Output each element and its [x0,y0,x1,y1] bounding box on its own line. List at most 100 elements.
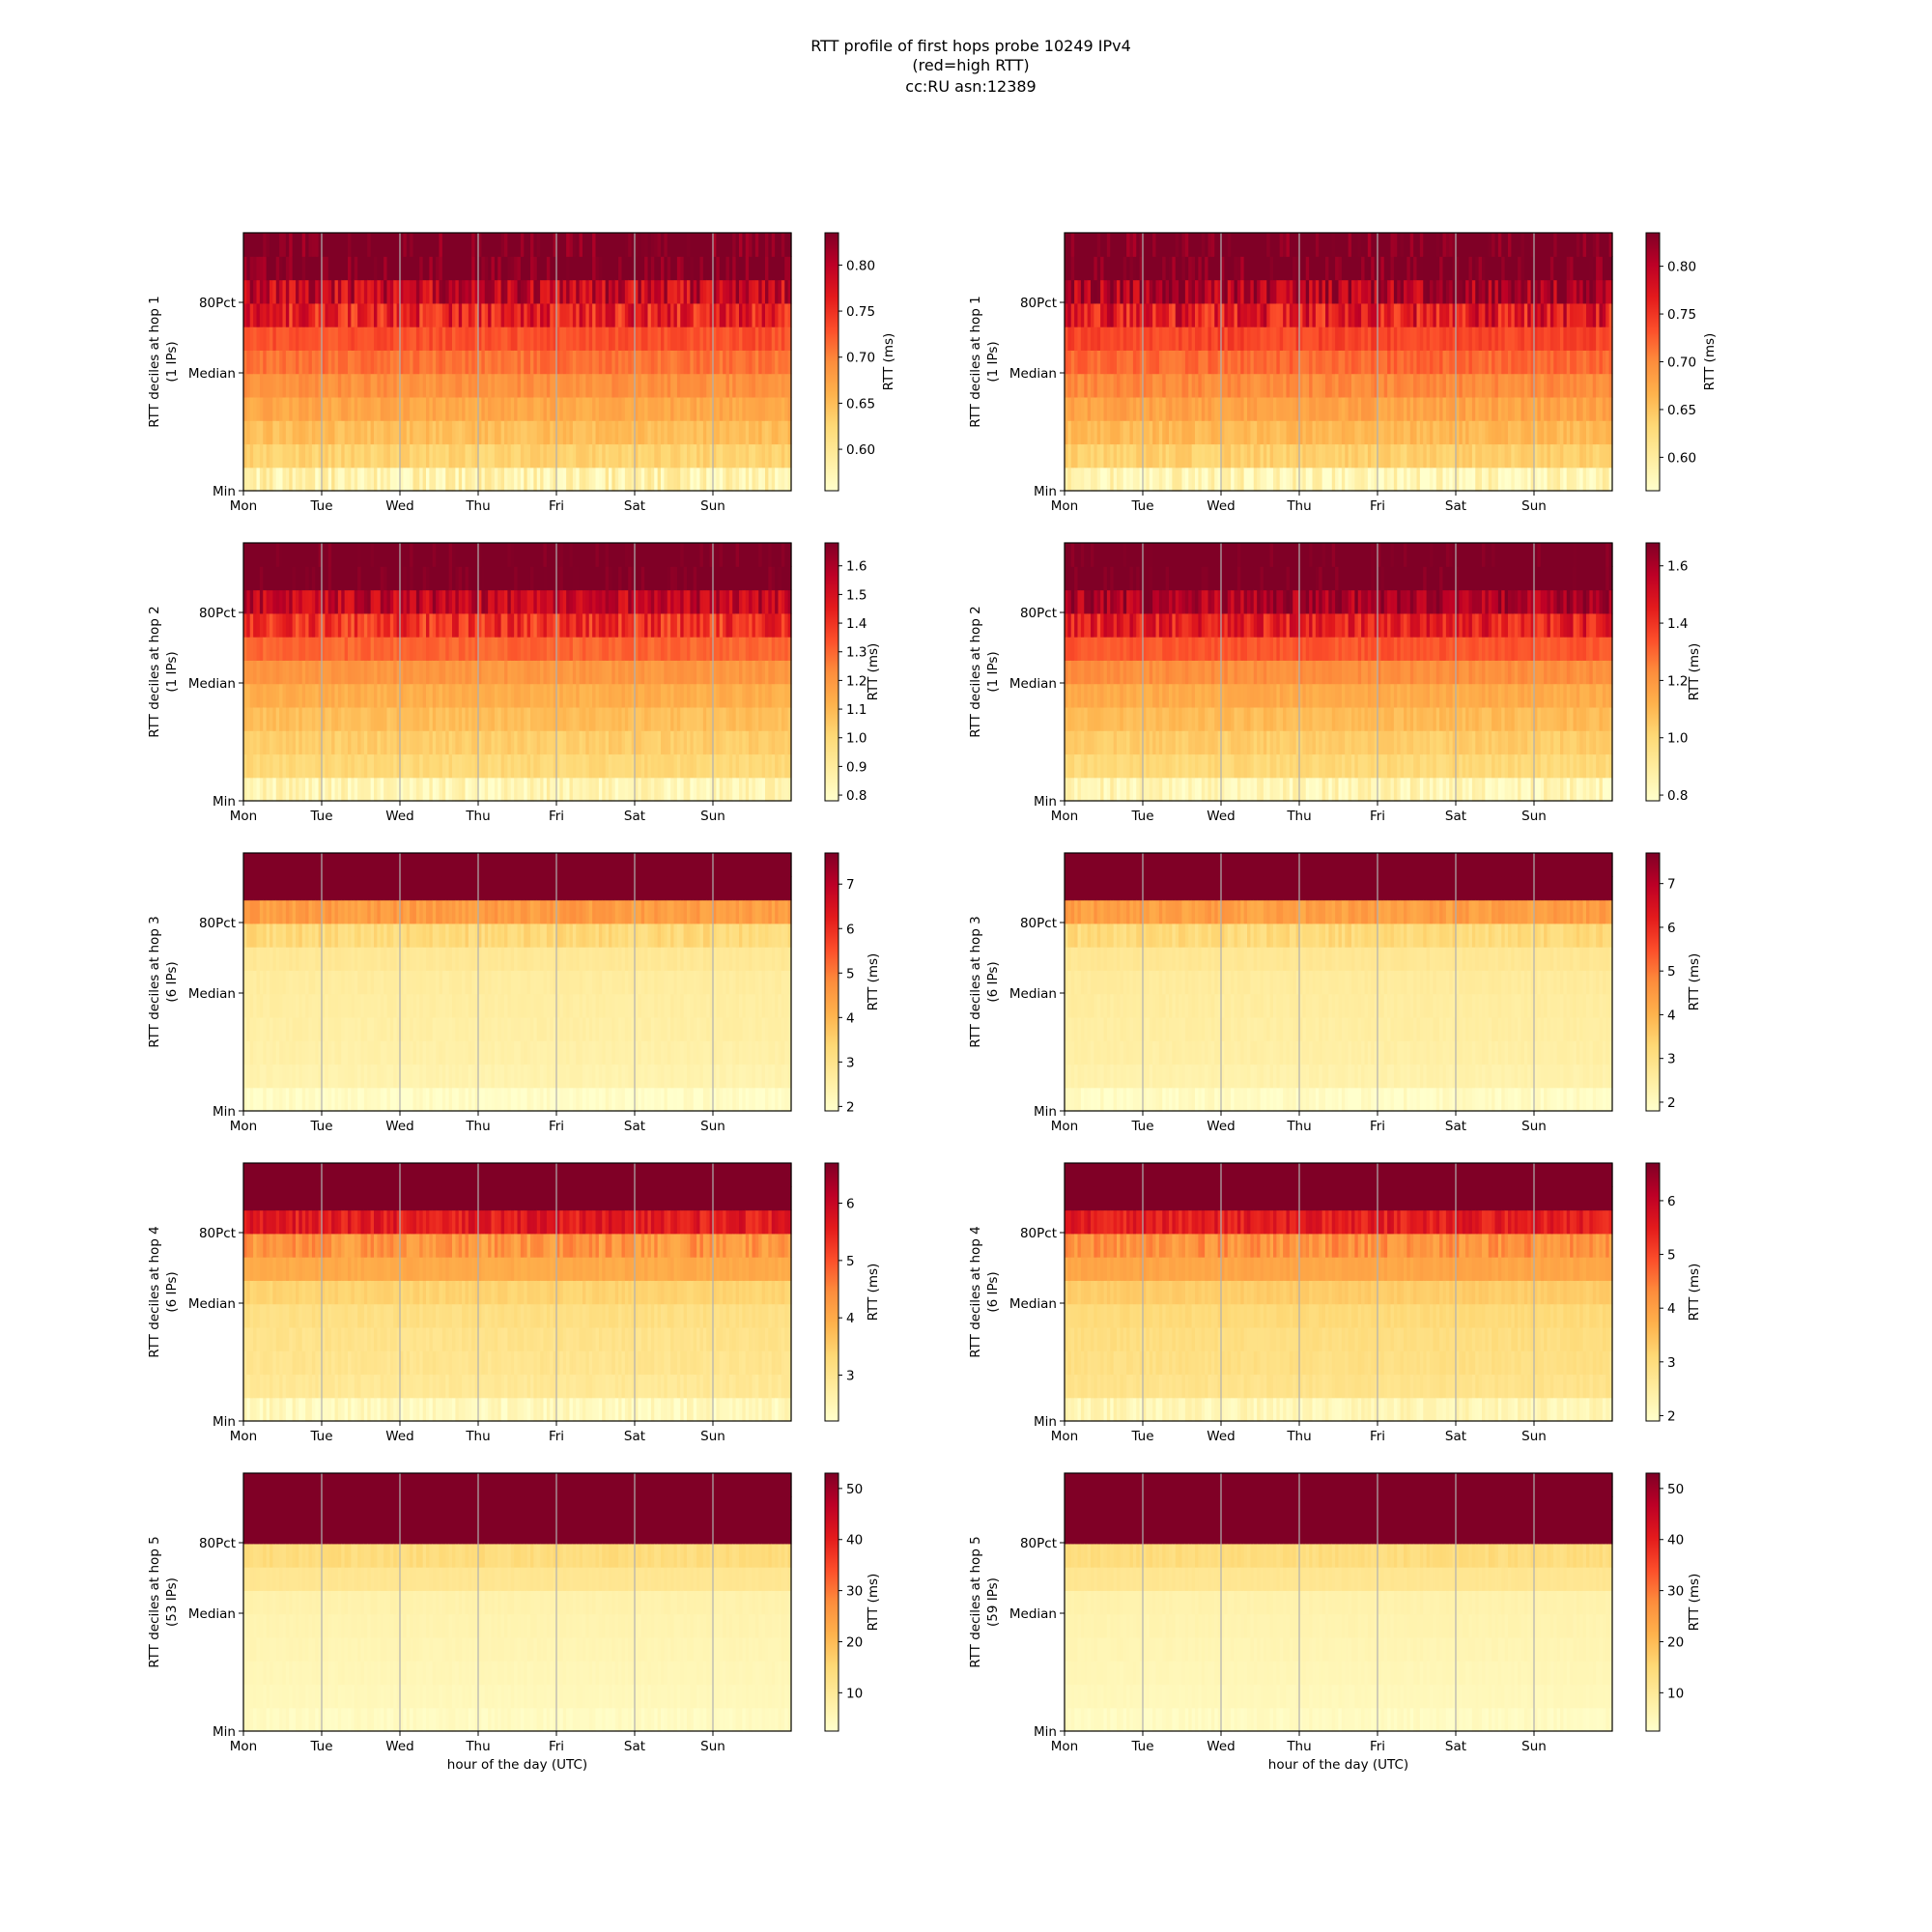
heatmap-cell [1276,256,1281,281]
heatmap-cell [1266,373,1271,398]
heatmap-cell [249,467,254,492]
heatmap-cell [540,327,545,351]
heatmap-cell [334,302,339,327]
heatmap-cell [723,350,727,375]
heatmap-cell [1080,396,1085,421]
heatmap-cell [282,279,287,304]
heatmap-cell [1106,327,1111,351]
heatmap-cell [673,302,678,327]
heatmap-cell [292,302,297,327]
heatmap-cell [754,350,759,375]
heatmap-cell [266,279,270,304]
heatmap-cell [758,256,763,281]
heatmap-cell [1077,256,1082,281]
heatmap-cell [1201,302,1206,327]
heatmap-cell [465,256,469,281]
heatmap-cell [592,443,597,469]
heatmap-cell [289,420,294,445]
heatmap-cell [396,233,401,257]
heatmap-cell [640,420,645,445]
heatmap-cell [588,373,593,398]
heatmap-cell [644,302,649,327]
heatmap-cell [1260,396,1264,421]
heatmap-cell [546,373,551,398]
heatmap-cell [1091,350,1094,375]
heatmap-cell [556,396,560,421]
heatmap-cell [540,279,545,304]
heatmap-cell [305,467,310,492]
heatmap-cell [458,279,463,304]
heatmap-cell [1070,350,1075,375]
heatmap-cell [266,233,270,257]
heatmap-cell [732,233,737,257]
heatmap-cell [699,350,704,375]
heatmap-cell [1077,350,1082,375]
heatmap-cell [351,467,355,492]
heatmap-cells [243,233,792,492]
heatmap-cell [249,420,254,445]
heatmap-cell [403,443,408,469]
heatmap-cell [357,373,362,398]
heatmap-cell [1129,396,1134,421]
heatmap-cell [517,467,522,492]
heatmap-cell [543,396,548,421]
heatmap-cell [266,302,270,327]
heatmap-cell [765,350,769,375]
heatmap-cell [1084,443,1089,469]
heatmap-cell [1240,443,1245,469]
heatmap-cell [1348,256,1352,281]
heatmap-cell [348,467,352,492]
heatmap-cell [654,443,659,469]
heatmap-cell [243,373,247,398]
heatmap-cell [624,467,629,492]
heatmap-cell [1208,420,1212,445]
heatmap-cell [540,350,545,375]
heatmap-cell [282,302,287,327]
heatmap-cell [1188,327,1193,351]
heatmap-cell [1240,327,1245,351]
heatmap-cell [752,279,756,304]
heatmap-cell [713,467,717,492]
heatmap-cell [1155,279,1160,304]
heatmap-cell [344,279,349,304]
heatmap-cell [1283,327,1288,351]
heatmap-cell [393,443,398,469]
heatmap-cell [713,302,717,327]
heatmap-cell [765,396,769,421]
heatmap-cell [331,302,336,327]
heatmap-cell [1096,420,1101,445]
heatmap-cell [1195,420,1199,445]
heatmap-cell [478,373,482,398]
heatmap-cell [1309,373,1314,398]
heatmap-cell [458,327,463,351]
heatmap-cell [1263,396,1267,421]
heatmap-cell [1132,233,1137,257]
heatmap-cell [285,350,290,375]
heatmap-cell [363,467,368,492]
heatmap-cell [471,256,476,281]
heatmap-cell [657,279,662,304]
heatmap-cell [1283,396,1288,421]
heatmap-cell [422,256,427,281]
heatmap-cell [739,327,743,351]
heatmap-cell [628,373,633,398]
heatmap-cell [680,302,685,327]
heatmap-cell [781,233,785,257]
heatmap-cell [410,373,414,398]
heatmap-cell [337,256,342,281]
heatmap-cell [690,443,695,469]
heatmap-cell [348,443,352,469]
heatmap-cell [1328,279,1333,304]
heatmap-cell [787,443,792,469]
heatmap-cell [768,233,773,257]
heatmap-cell [778,373,782,398]
heatmap-cell [1231,373,1236,398]
heatmap-cell [735,467,740,492]
heatmap-cell [507,256,512,281]
heatmap-cell [1074,443,1079,469]
heatmap-cell [334,396,339,421]
heatmap-cell [683,373,688,398]
heatmap-cell [723,327,727,351]
heatmap-cell [1214,302,1219,327]
heatmap-cell [1139,443,1144,469]
